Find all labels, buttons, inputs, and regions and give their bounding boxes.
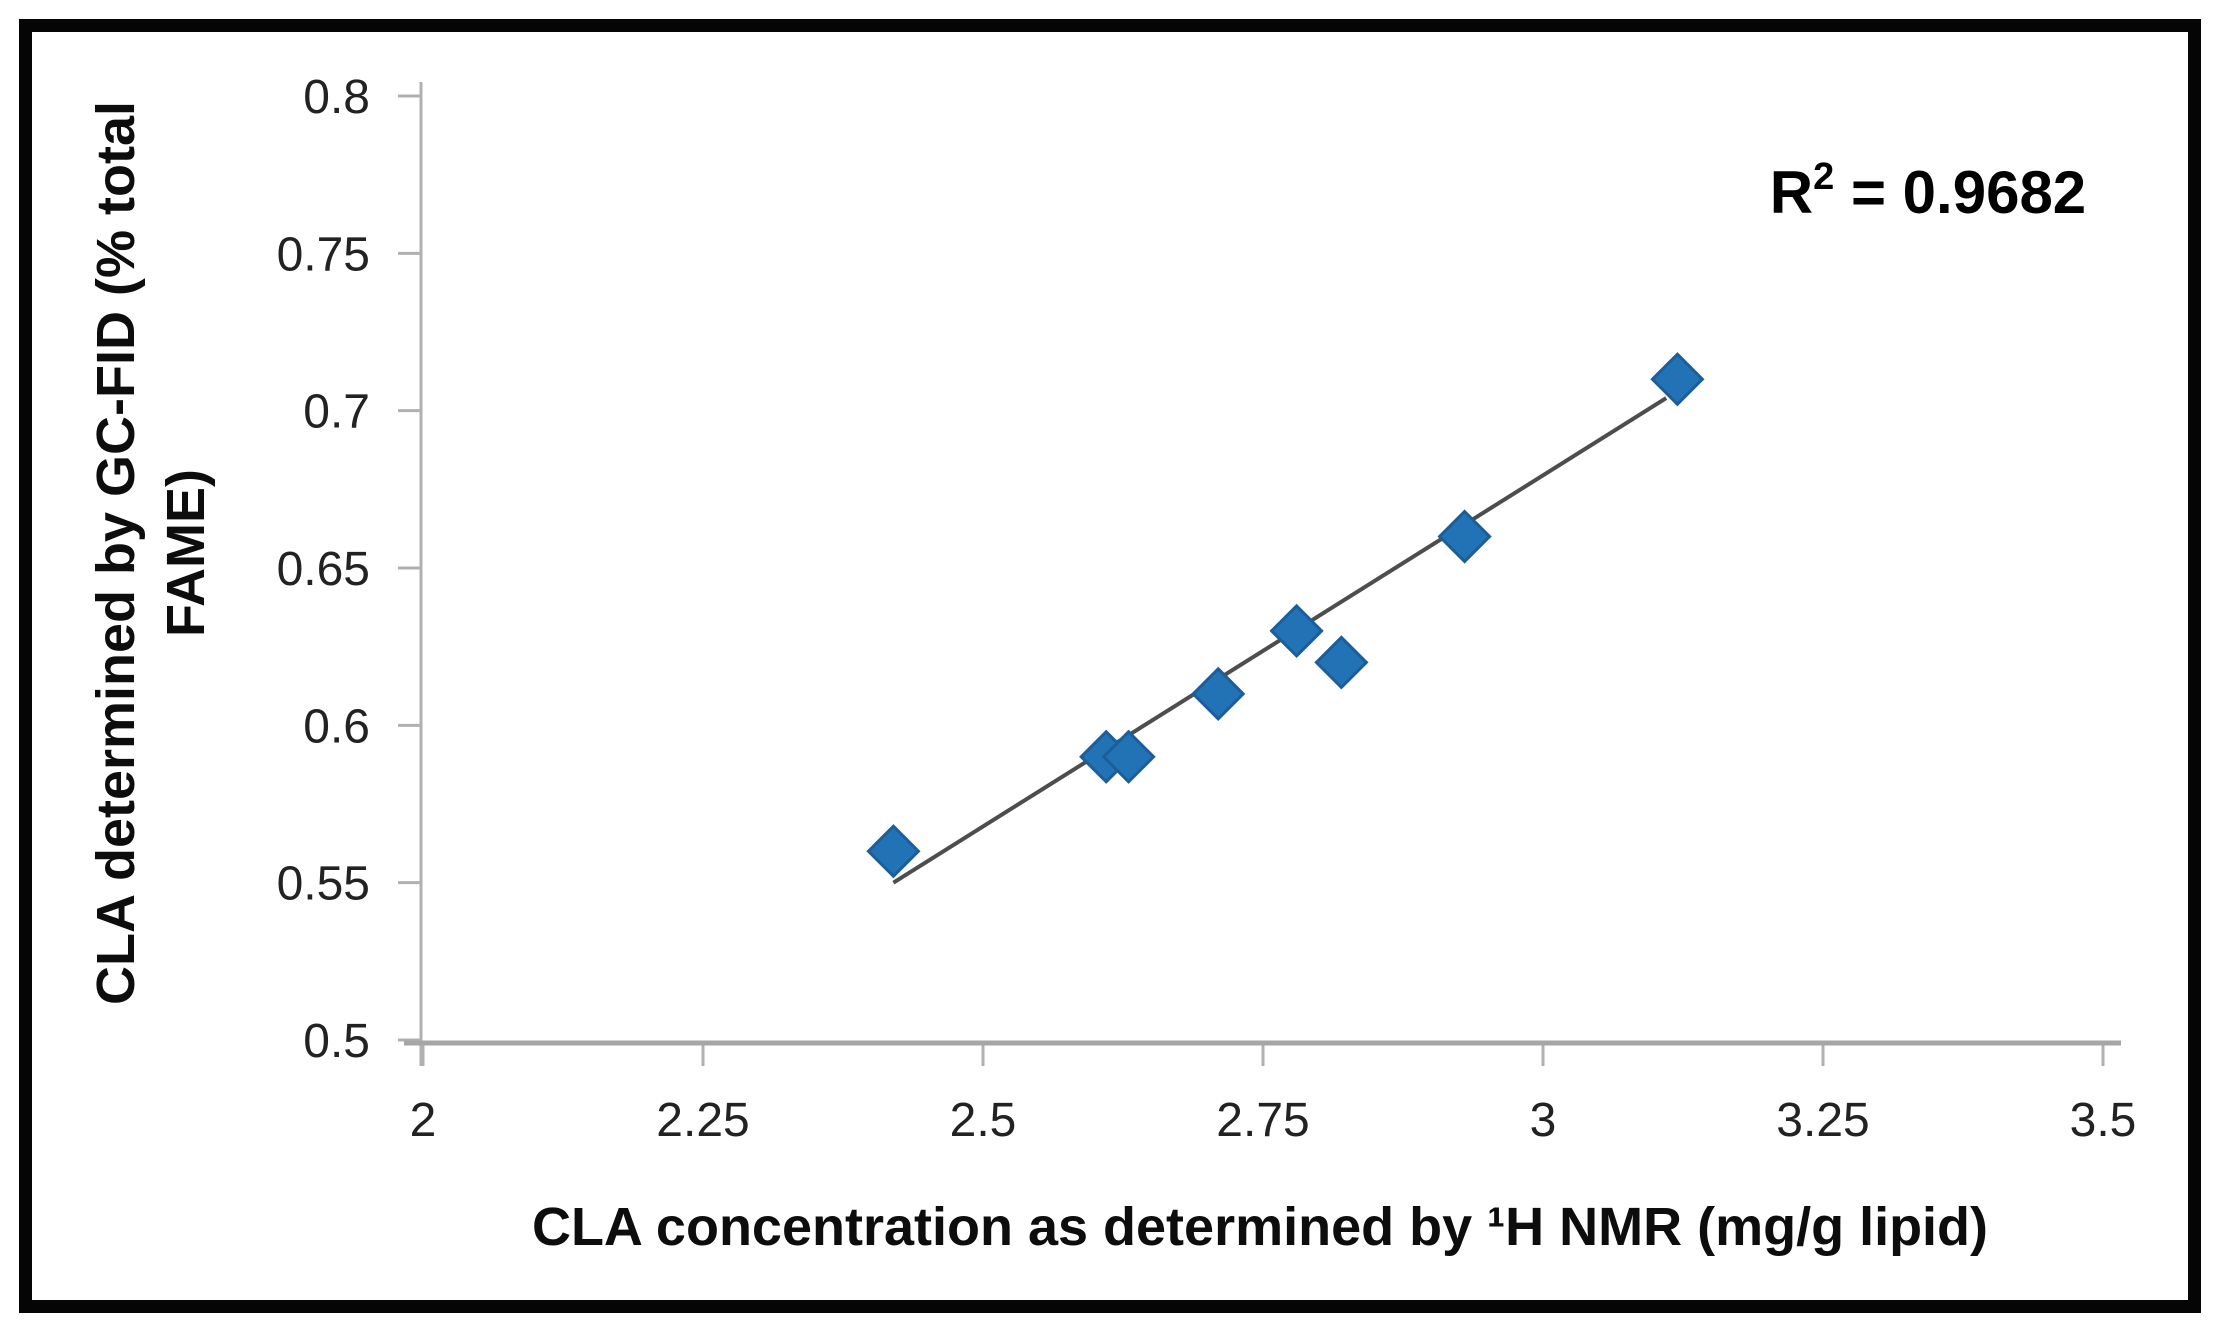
x-tick-label: 2.75 <box>1216 1094 1309 1147</box>
y-tick-label: 0.75 <box>277 228 370 281</box>
y-tick-label: 0.5 <box>303 1015 370 1068</box>
y-tick-label: 0.6 <box>303 700 370 753</box>
y-tick-label: 0.7 <box>303 386 370 439</box>
scatter-point <box>1437 509 1492 564</box>
scatter-point <box>1101 729 1156 784</box>
x-tick-label: 3.5 <box>2070 1094 2137 1147</box>
scatter-point <box>1314 635 1369 690</box>
y-tick-label: 0.8 <box>303 71 370 124</box>
x-tick-label: 3 <box>1530 1094 1557 1147</box>
y-axis-title-line: FAME) <box>156 469 216 637</box>
y-tick-label: 0.55 <box>277 858 370 911</box>
x-tick-label: 2.5 <box>950 1094 1017 1147</box>
scatter-point <box>1269 603 1324 659</box>
scatter-point <box>1650 352 1705 407</box>
y-tick-label: 0.65 <box>277 543 370 596</box>
scatter-point <box>866 824 921 879</box>
y-axis-title-line: CLA determined by GC-FID (% total <box>86 101 146 1005</box>
x-tick-label: 3.25 <box>1776 1094 1869 1147</box>
r-squared-annotation: R2 = 0.9682 <box>1770 156 2086 226</box>
x-axis-title: CLA concentration as determined by ¹H NM… <box>532 1197 1988 1257</box>
scatter-point <box>1191 666 1246 721</box>
x-tick-label: 2 <box>410 1094 437 1147</box>
x-tick-label: 2.25 <box>656 1094 749 1147</box>
y-axis-title: CLA determined by GC-FID (% total FAME) <box>86 101 216 1005</box>
